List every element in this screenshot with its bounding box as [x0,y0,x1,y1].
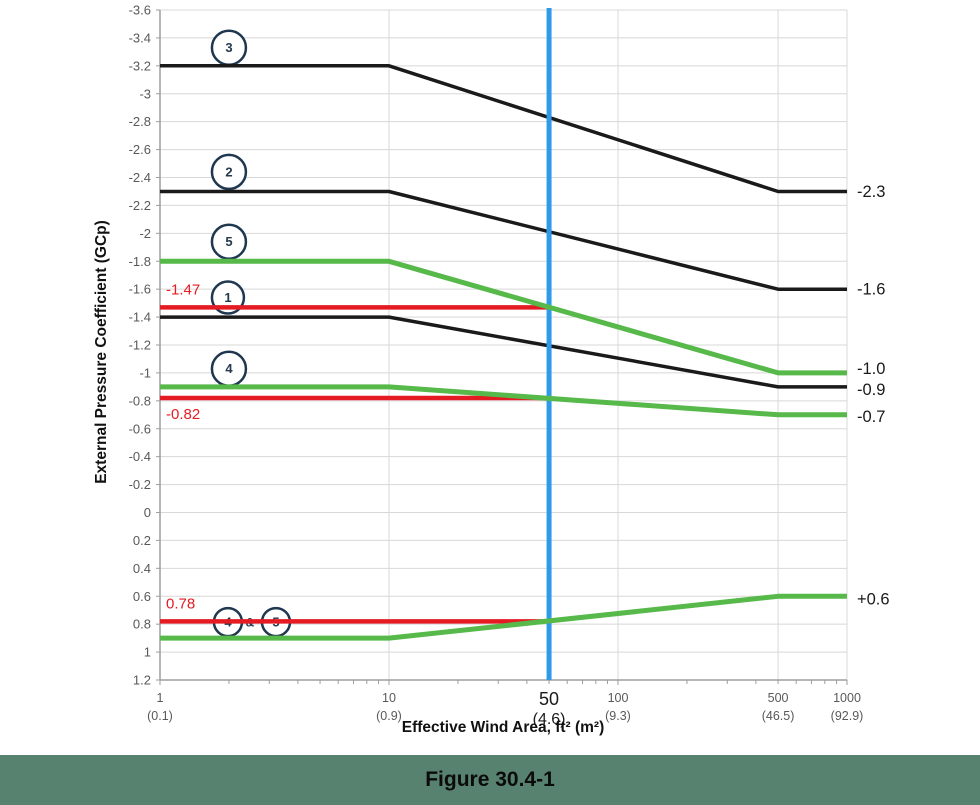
x-tick-sublabel: (0.9) [376,709,402,723]
y-tick-label: -3 [139,86,151,101]
y-tick-label: 1 [144,645,151,660]
zone-badge-label: 1 [224,290,231,305]
zone-badge-label: 2 [225,164,232,179]
zone-badge-circle [210,153,248,191]
y-tick-label: 0.2 [133,533,151,548]
series-zone-4 [160,384,847,418]
y-tick-label: -1.2 [129,338,151,353]
y-tick-label: 0.6 [133,589,151,604]
y-tick-label: -1.8 [129,254,151,269]
y-tick-label: -2.8 [129,114,151,129]
series-zone-1 [160,315,847,389]
y-tick-label: -3.2 [129,58,151,73]
series-zone-2 [160,189,847,291]
series-zones-4-5-positive [160,593,847,641]
ref-neg-1.47-label: -1.47 [166,281,200,298]
x-tick-label: 50 [539,689,559,709]
series-zone-2-end-label: -1.6 [857,281,885,299]
x-tick-sublabel: (0.1) [147,709,173,723]
zone-badge-label: 5 [225,234,232,249]
y-tick-label: -1.6 [129,282,151,297]
x-tick-label: 10 [382,691,396,705]
y-tick-label: -1 [139,365,151,380]
x-tick-label: 1000 [833,691,861,705]
y-tick-label: -3.4 [129,30,151,45]
y-tick-label: -3.6 [129,3,151,18]
series-zone-4-end-label: -0.7 [857,408,885,426]
figure-caption: Figure 30.4-1 [425,768,555,791]
x-tick-label: 500 [768,691,789,705]
figure-caption-band: Figure 30.4-1 [0,755,980,805]
zone-badge-label: 3 [225,40,232,55]
y-tick-label: -2.6 [129,142,151,157]
ref-neg-0.82-label: -0.82 [166,406,200,423]
x-tick-sublabel: (4.6) [533,711,566,728]
y-tick-label: -0.6 [129,421,151,436]
pressure-coefficient-chart: -3.6 -3.4 -3.2 -3 -2.8 -2.6 -2.4 -2.2 -2 -1.8 -1.6… [129,3,890,729]
zone-badge-circle [210,223,248,260]
x-tick-sublabel: (92.9) [831,709,864,723]
x-axis-title: Effective Wind Area, ft² (m²) [401,719,605,736]
x-tick-sublabel: (46.5) [762,709,795,723]
y-tick-label: 0 [144,505,151,520]
y-tick-label: -0.4 [129,449,151,464]
chart-area: -3.6 -3.4 -3.2 -3 -2.8 -2.6 -2.4 -2.2 -2 -1.8 -1.6… [93,3,890,737]
series-zones-4-5-positive-end-label: +0.6 [857,590,890,608]
y-tick-label: 0.8 [133,617,151,632]
y-tick-label: -2.2 [129,198,151,213]
y-axis-title: External Pressure Coefficient (GCp) [93,220,110,484]
x-tick-label: 100 [608,691,629,705]
series-zone-5 [160,258,847,376]
y-tick-label: 1.2 [133,673,151,688]
x-tick-label: 1 [157,691,164,705]
ref-pos-0.78-label: 0.78 [166,595,195,612]
x-tick-sublabel: (9.3) [605,709,631,723]
y-tick-label: -0.2 [129,477,151,492]
series-zone-3 [160,64,847,194]
series-zone-3-end-label: -2.3 [857,183,885,201]
y-tick-label: -0.8 [129,393,151,408]
y-tick-label: 0.4 [133,561,151,576]
series-zone-5-end-label: -1.0 [857,360,885,378]
zone-badge-label: 4 [225,361,233,376]
y-tick-label: -1.4 [129,310,151,325]
y-tick-label: -2 [139,226,151,241]
y-tick-label: -2.4 [129,170,151,185]
series-zone-1-end-label: -0.9 [857,381,885,399]
